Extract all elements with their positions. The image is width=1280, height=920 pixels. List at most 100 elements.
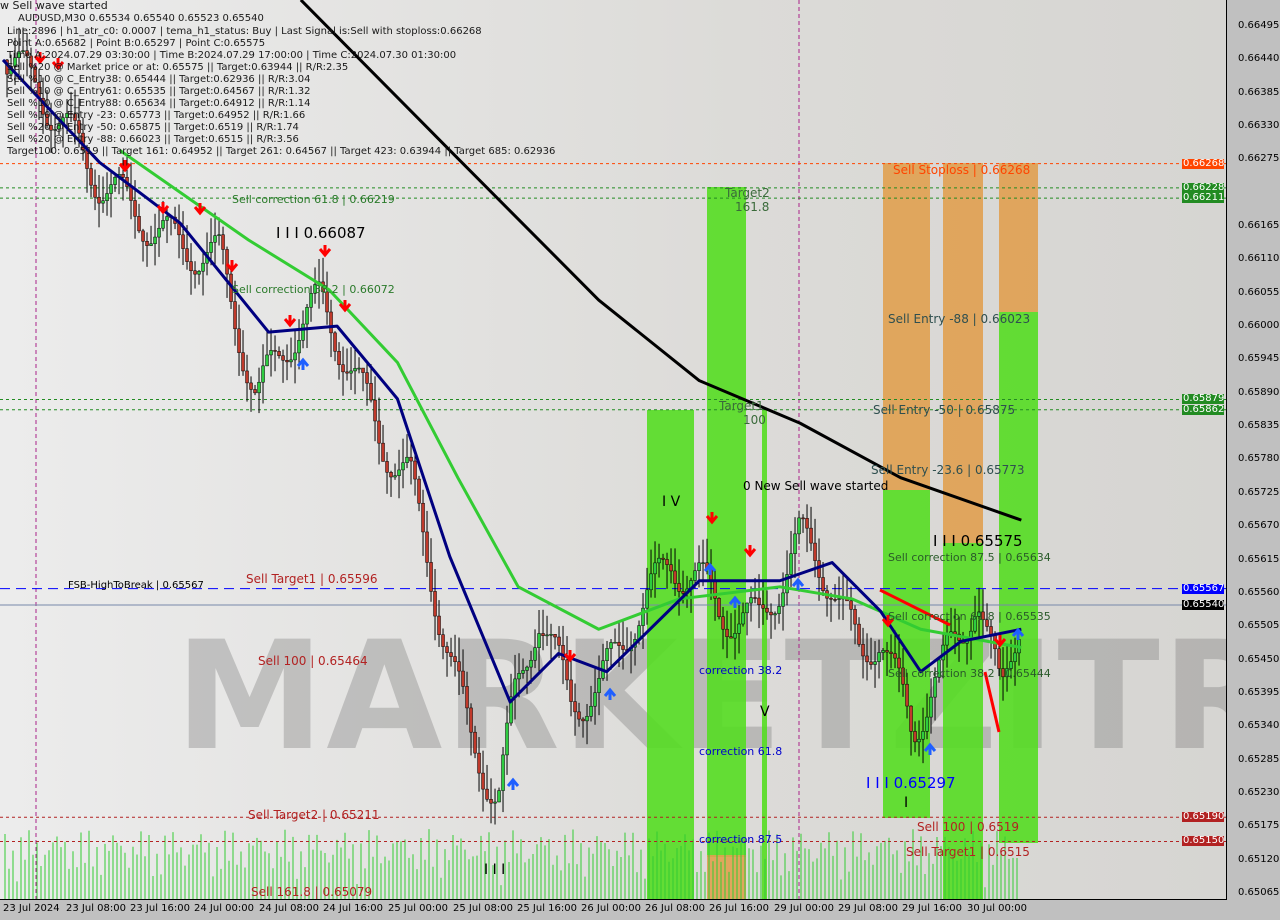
candle-body bbox=[245, 370, 249, 384]
candle-body bbox=[533, 647, 537, 661]
price-tag: 0.66268 bbox=[1182, 157, 1225, 169]
candle-body bbox=[585, 716, 589, 722]
price-tick-label: 0.66000 bbox=[1238, 320, 1280, 332]
candle-body bbox=[745, 602, 749, 614]
candle-body bbox=[401, 462, 405, 471]
sell-arrow-icon bbox=[193, 203, 207, 216]
buy-arrow-icon bbox=[603, 687, 617, 700]
candle-body bbox=[921, 731, 925, 740]
price-tick-label: 0.66385 bbox=[1238, 86, 1280, 98]
sell-entry-236-label: Sell Entry -23.6 | 0.65773 bbox=[871, 463, 1025, 477]
candle-body bbox=[929, 696, 933, 718]
price-tick-label: 0.66165 bbox=[1238, 220, 1280, 232]
price-tick-label: 0.66440 bbox=[1238, 53, 1280, 65]
wave-iii-low-label: I I I 0.65297 bbox=[866, 774, 956, 792]
price-tick-label: 0.65725 bbox=[1238, 486, 1280, 498]
candle-body bbox=[65, 113, 69, 118]
info-line: Sell %20 @ Entry -50: 0.65875 || Target:… bbox=[7, 122, 299, 133]
candle-body bbox=[729, 636, 733, 639]
candle-body bbox=[737, 623, 741, 634]
candle-body bbox=[617, 641, 621, 646]
price-tag: 0.65567 bbox=[1182, 582, 1225, 594]
candle-body bbox=[25, 50, 29, 57]
candle-body bbox=[977, 611, 981, 617]
candle-body bbox=[389, 472, 393, 478]
candle-body bbox=[865, 655, 869, 663]
symbol-line: AUDUSD,M30 0.65534 0.65540 0.65523 0.655… bbox=[18, 13, 264, 24]
price-tick-label: 0.65340 bbox=[1238, 720, 1280, 732]
candle-body bbox=[905, 683, 909, 707]
time-tick-label: 24 Jul 16:00 bbox=[323, 903, 383, 914]
time-tick-label: 23 Jul 2024 bbox=[3, 903, 60, 914]
price-tick-label: 0.65780 bbox=[1238, 453, 1280, 465]
sell-arrow-icon bbox=[993, 635, 1007, 648]
candle-body bbox=[137, 216, 141, 232]
price-tick-label: 0.65615 bbox=[1238, 553, 1280, 565]
candle-body bbox=[997, 648, 1001, 669]
candle-body bbox=[217, 234, 221, 236]
candle-body bbox=[777, 606, 781, 614]
candle-body bbox=[185, 248, 189, 262]
candle-body bbox=[481, 772, 485, 790]
candle-body bbox=[417, 478, 421, 504]
candle-body bbox=[457, 661, 461, 672]
price-tag: 0.66228 bbox=[1182, 181, 1225, 193]
sell-correction-875-label: Sell correction 87.5 | 0.65634 bbox=[888, 551, 1051, 564]
candle-body bbox=[377, 420, 381, 444]
candle-body bbox=[945, 635, 949, 646]
target2-label: Target2 bbox=[725, 186, 770, 200]
candle-body bbox=[277, 351, 281, 356]
candle-body bbox=[909, 705, 913, 732]
candle-body bbox=[293, 352, 297, 361]
target-zone bbox=[943, 543, 983, 899]
candle-body bbox=[621, 645, 625, 650]
correction-618-label: correction 61.8 bbox=[699, 745, 783, 758]
ma-slow-line bbox=[299, 0, 1022, 522]
candle-body bbox=[917, 738, 921, 743]
candle-body bbox=[13, 57, 17, 67]
candle-body bbox=[577, 711, 581, 720]
candle-body bbox=[437, 615, 441, 635]
info-line: Sell %10 @ Entry -23: 0.65773 || Target:… bbox=[7, 110, 306, 121]
candle-body bbox=[581, 718, 585, 722]
sell-arrow-icon bbox=[156, 202, 170, 215]
price-tick-label: 0.65505 bbox=[1238, 620, 1280, 632]
time-tick-label: 23 Jul 08:00 bbox=[66, 903, 126, 914]
candle-body bbox=[265, 354, 269, 367]
candle-body bbox=[193, 270, 197, 275]
candle-body bbox=[69, 113, 73, 115]
price-tag: 0.65862 bbox=[1182, 403, 1225, 415]
candle-body bbox=[261, 365, 265, 383]
candle-body bbox=[149, 243, 153, 246]
price-tick-label: 0.66055 bbox=[1238, 286, 1280, 298]
candle-body bbox=[97, 196, 101, 204]
candle-body bbox=[313, 284, 317, 294]
price-tick-label: 0.65065 bbox=[1238, 886, 1280, 898]
candle-body bbox=[649, 573, 653, 591]
sell-1618-label: Sell 161.8 | 0.65079 bbox=[251, 885, 373, 899]
candle-body bbox=[805, 518, 809, 529]
wave-iii-c-label: I I I 0.65575 bbox=[933, 532, 1023, 550]
trend-line bbox=[879, 588, 951, 627]
candle-body bbox=[225, 249, 229, 275]
candle-body bbox=[749, 597, 753, 604]
candle-body bbox=[29, 55, 33, 68]
candle-body bbox=[517, 673, 521, 680]
candle-body bbox=[405, 456, 409, 463]
candle-body bbox=[1005, 668, 1009, 678]
price-tick-label: 0.65120 bbox=[1238, 853, 1280, 865]
candle-body bbox=[573, 701, 577, 713]
candle-body bbox=[657, 557, 661, 564]
candle-body bbox=[425, 531, 429, 563]
info-line: Time A:2024.07.29 03:30:00 | Time B:2024… bbox=[7, 50, 457, 61]
chart-plot-area[interactable]: MARKETZITRADE w Sell wave started AUDUSD… bbox=[0, 0, 1227, 900]
target2-level: 161.8 bbox=[735, 200, 770, 214]
candle-body bbox=[925, 716, 929, 732]
time-tick-label: 24 Jul 08:00 bbox=[259, 903, 319, 914]
candle-body bbox=[753, 597, 757, 599]
candle-body bbox=[181, 234, 185, 249]
candle-body bbox=[501, 754, 505, 791]
sell-arrow-icon bbox=[881, 615, 895, 628]
target1-label: Target1 bbox=[719, 399, 764, 413]
target1-level: 100 bbox=[743, 413, 766, 427]
